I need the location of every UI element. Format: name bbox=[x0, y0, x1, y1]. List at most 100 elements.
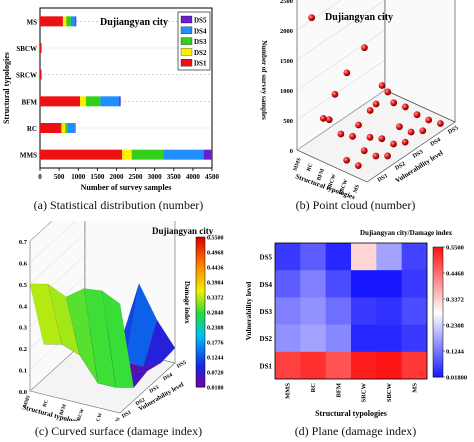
z-tick-label: 0.2 bbox=[19, 346, 27, 353]
colorbar-segment bbox=[196, 294, 205, 298]
x-tick-label: 3500 bbox=[167, 173, 182, 181]
colorbar-segment bbox=[433, 290, 443, 293]
colorbar-tick-label: 0.4436 bbox=[207, 266, 224, 272]
bar-ds4 bbox=[100, 96, 120, 107]
colorbar-segment bbox=[433, 335, 443, 339]
colorbar-tick-label: 0.3372 bbox=[207, 296, 224, 302]
y-tick-label: DS2 bbox=[135, 397, 147, 407]
point-cloud-chart: 0 500 1000 1500 2000 2500 Number of survey sam… bbox=[260, 0, 459, 201]
colorbar-segment bbox=[433, 279, 443, 283]
colorbar-segment bbox=[433, 353, 443, 356]
colorbar-segment bbox=[433, 303, 443, 306]
heatmap-cell bbox=[325, 297, 352, 325]
y-tick-label: DS4 bbox=[430, 137, 442, 148]
colorbar-segment bbox=[196, 334, 205, 338]
y-tick-label: DS3 bbox=[260, 308, 273, 316]
data-point bbox=[355, 121, 362, 129]
chart-title: Dujiangyan city/Damage index bbox=[360, 229, 453, 237]
heatmap-cell bbox=[300, 351, 326, 380]
x-tick-label: BFM bbox=[59, 404, 68, 416]
heatmap-cell bbox=[351, 351, 377, 380]
data-point bbox=[436, 120, 444, 127]
colorbar-segment bbox=[196, 262, 205, 265]
heatmap-cell bbox=[275, 270, 301, 298]
colorbar-segment bbox=[196, 317, 205, 320]
bar-ds4 bbox=[70, 16, 76, 27]
bar-ds1 bbox=[40, 69, 42, 80]
colorbar-segment bbox=[433, 262, 443, 265]
z-tick-label: 2500 bbox=[280, 0, 293, 5]
surface-patch bbox=[143, 319, 176, 368]
colorbar-segment bbox=[196, 372, 205, 375]
y-tick-label: DS1 bbox=[377, 173, 389, 184]
y-tick-label: BFM bbox=[21, 98, 37, 106]
colorbar-segment bbox=[196, 254, 205, 258]
data-point bbox=[401, 138, 409, 146]
x-tick-label: SBCW bbox=[338, 178, 349, 196]
colorbar-segment bbox=[433, 312, 443, 315]
colorbar-segment bbox=[433, 359, 443, 363]
colorbar-tick-label: 0.0720 bbox=[207, 371, 224, 377]
legend-label: DS4 bbox=[194, 27, 207, 35]
bar-chart: MS SBCW SRCW BFM RC MMS 0 500 1000 1500 2000 2500 30… bbox=[2, 7, 220, 192]
z-tick-label: 0.3 bbox=[19, 325, 28, 332]
data-point bbox=[361, 44, 368, 52]
colorbar-segment bbox=[196, 357, 205, 360]
colorbar-segment bbox=[433, 316, 443, 319]
x-tick-label: SRCW bbox=[361, 383, 368, 403]
colorbar-segment bbox=[433, 270, 443, 274]
z-tick-label: 0.1 bbox=[19, 368, 27, 375]
colorbar-segment bbox=[433, 275, 443, 278]
panel-a: MS SBCW SRCW BFM RC MMS 0 500 1000 1500 2000 2500 30… bbox=[0, 0, 237, 221]
colorbar-segment bbox=[433, 364, 443, 367]
data-point bbox=[378, 82, 386, 89]
colorbar-segment bbox=[433, 342, 443, 345]
colorbar-segment bbox=[196, 307, 205, 310]
chart-title: Dujiangyan city bbox=[100, 17, 168, 28]
z-tick-label: 0.0 bbox=[19, 389, 27, 396]
bar-ds1 bbox=[40, 96, 81, 107]
x-tick-label: 2500 bbox=[129, 173, 144, 181]
colorbar-segment bbox=[433, 255, 443, 259]
colorbar-segment bbox=[433, 314, 443, 317]
colorbar-frame bbox=[432, 246, 444, 378]
x-tick-label: 4000 bbox=[186, 173, 201, 181]
data-point bbox=[407, 128, 415, 136]
y-tick-label: DS5 bbox=[260, 254, 273, 262]
colorbar-tick-label: 0.4968 bbox=[207, 251, 224, 257]
panel-c: 0.0 0.1 0.2 0.3 0.4 0.5 0.6 0.7 MMS RC BFM SRCW SBCW… bbox=[0, 190, 237, 442]
colorbar-segment bbox=[433, 299, 443, 302]
colorbar-segment bbox=[433, 296, 443, 300]
colorbar-segment bbox=[433, 322, 443, 326]
data-point bbox=[372, 100, 380, 108]
heatmap-cell bbox=[351, 270, 377, 298]
data-point bbox=[372, 152, 380, 160]
bar-ds2 bbox=[122, 149, 132, 160]
colorbar-segment bbox=[433, 305, 443, 309]
y-tick-label: DS3 bbox=[149, 385, 161, 395]
heatmap-cell bbox=[401, 270, 428, 298]
heatmap-cell bbox=[376, 324, 402, 353]
colorbar-segment bbox=[433, 253, 443, 257]
legend-label: DS5 bbox=[194, 17, 207, 25]
y-tick-label: DS2 bbox=[394, 161, 406, 172]
caption-a: (a) Statistical distribution (number) bbox=[33, 198, 204, 212]
bar-ds1 bbox=[40, 123, 62, 133]
x-tick-label: 3000 bbox=[148, 173, 163, 181]
colorbar-segment bbox=[196, 337, 205, 340]
legend-label: DS2 bbox=[194, 49, 207, 57]
colorbar-segment bbox=[433, 351, 443, 354]
caption-c: (c) Curved surface (damage index) bbox=[34, 424, 203, 438]
z-tick-label: 0.6 bbox=[19, 260, 28, 267]
colorbar-segment bbox=[196, 284, 205, 288]
colorbar-segment bbox=[196, 364, 205, 368]
plot-frame bbox=[274, 242, 428, 380]
x-tick-label: BFM bbox=[335, 383, 342, 397]
y-tick-label: SBCW bbox=[16, 45, 37, 53]
heatmap-cell bbox=[401, 324, 428, 353]
chart-title: Dujiangyan city bbox=[152, 226, 214, 236]
colorbar-segment bbox=[433, 346, 443, 350]
legend-swatch bbox=[180, 48, 193, 56]
y-tick-label: DS4 bbox=[162, 372, 174, 382]
colorbar-segment bbox=[196, 367, 205, 370]
